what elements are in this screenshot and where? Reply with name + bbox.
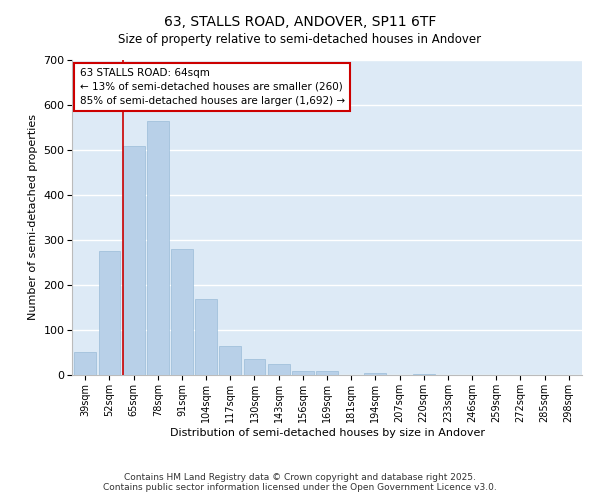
Bar — [98, 251, 121, 375]
X-axis label: Distribution of semi-detached houses by size in Andover: Distribution of semi-detached houses by … — [170, 428, 485, 438]
Bar — [220, 346, 241, 375]
Bar — [147, 120, 169, 375]
Text: Size of property relative to semi-detached houses in Andover: Size of property relative to semi-detach… — [118, 32, 482, 46]
Text: Contains HM Land Registry data © Crown copyright and database right 2025.
Contai: Contains HM Land Registry data © Crown c… — [103, 473, 497, 492]
Bar — [316, 370, 338, 375]
Text: 63 STALLS ROAD: 64sqm
← 13% of semi-detached houses are smaller (260)
85% of sem: 63 STALLS ROAD: 64sqm ← 13% of semi-deta… — [80, 68, 345, 106]
Bar — [364, 373, 386, 375]
Bar — [74, 352, 96, 375]
Bar — [268, 364, 290, 375]
Bar — [292, 370, 314, 375]
Y-axis label: Number of semi-detached properties: Number of semi-detached properties — [28, 114, 38, 320]
Bar — [413, 374, 434, 375]
Bar — [123, 146, 145, 375]
Bar — [195, 300, 217, 375]
Bar — [171, 249, 193, 375]
Bar — [244, 359, 265, 375]
Text: 63, STALLS ROAD, ANDOVER, SP11 6TF: 63, STALLS ROAD, ANDOVER, SP11 6TF — [164, 15, 436, 29]
